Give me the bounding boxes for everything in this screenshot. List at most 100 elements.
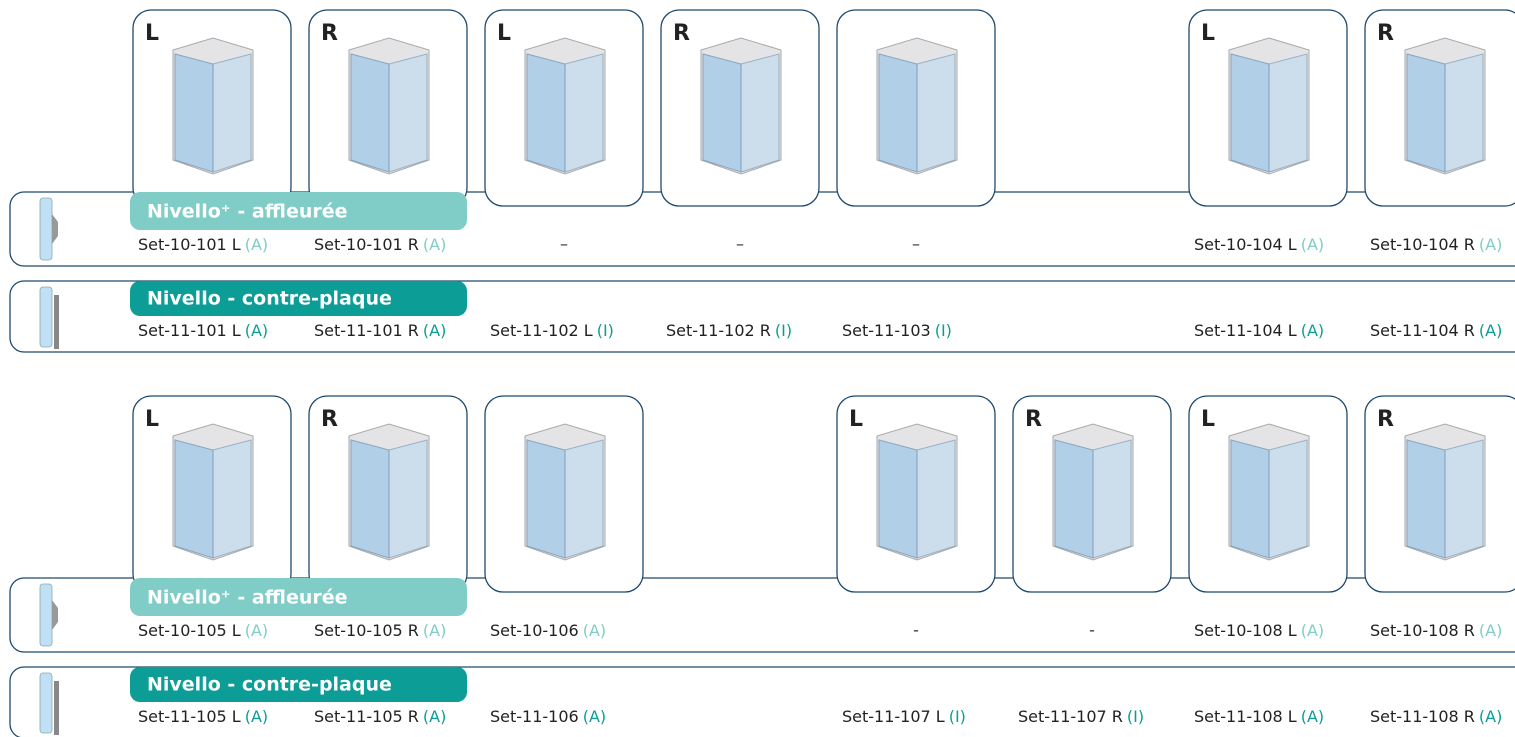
set-code: Set-10-104 L (A) xyxy=(1194,235,1324,254)
set-code: Set-11-107 R (I) xyxy=(1018,707,1144,726)
set-code: Set-10-108 L (A) xyxy=(1194,621,1324,640)
card-letter: L xyxy=(1201,407,1215,432)
set-code: Set-11-104 R (A) xyxy=(1370,321,1502,340)
band-label-bg xyxy=(130,281,467,316)
band-label-bg xyxy=(130,578,467,616)
shower-glass xyxy=(878,439,918,559)
code: Set-11-101 L xyxy=(138,321,241,340)
code: Set-10-105 R xyxy=(314,621,419,640)
shower-glass xyxy=(526,439,566,559)
band-label: Nivello - contre-plaque xyxy=(147,674,392,696)
set-code: Set-11-106 (A) xyxy=(490,707,606,726)
shower-glass xyxy=(1230,439,1270,559)
shower-glass xyxy=(1054,439,1094,559)
code: Set-11-103 xyxy=(842,321,931,340)
card-letter: L xyxy=(497,21,511,46)
shower-glass xyxy=(1406,53,1446,173)
code-tag: (A) xyxy=(583,707,606,726)
shower-glass xyxy=(212,53,252,173)
code-tag: (A) xyxy=(1301,235,1324,254)
shower-glass xyxy=(212,439,252,559)
shower-glass xyxy=(350,53,390,173)
card-letter: R xyxy=(1377,21,1394,46)
set-code: Set-10-104 R (A) xyxy=(1370,235,1502,254)
card-letter: L xyxy=(145,407,159,432)
shower-glass xyxy=(1444,439,1484,559)
code-dash: - xyxy=(913,621,919,640)
code: Set-11-105 R xyxy=(314,707,419,726)
code-tag: (A) xyxy=(1301,707,1324,726)
shower-glass xyxy=(916,439,956,559)
set-code: Set-11-102 R (I) xyxy=(666,321,792,340)
code-tag: (I) xyxy=(949,707,966,726)
card-letter: L xyxy=(849,407,863,432)
shower-glass xyxy=(740,53,780,173)
set-code: Set-10-101 L (A) xyxy=(138,235,268,254)
code: Set-10-108 R xyxy=(1370,621,1475,640)
shower-glass xyxy=(350,439,390,559)
shower-glass xyxy=(174,53,214,173)
shower-glass xyxy=(388,53,428,173)
code-tag: (A) xyxy=(423,235,446,254)
code-tag: (A) xyxy=(245,321,268,340)
code-dash: – xyxy=(912,235,920,254)
shower-glass xyxy=(388,439,428,559)
card-letter: L xyxy=(1201,21,1215,46)
code: Set-10-106 xyxy=(490,621,579,640)
card-letter: R xyxy=(673,21,690,46)
band-label: Nivello⁺ - affleurée xyxy=(147,201,348,223)
shower-glass xyxy=(916,53,956,173)
set-code: Set-10-105 L (A) xyxy=(138,621,268,640)
shower-glass xyxy=(174,439,214,559)
code-tag: (A) xyxy=(1479,621,1502,640)
code-tag: (I) xyxy=(775,321,792,340)
set-code: Set-11-108 L (A) xyxy=(1194,707,1324,726)
shower-glass xyxy=(1092,439,1132,559)
code: Set-11-108 R xyxy=(1370,707,1475,726)
code-dash: – xyxy=(736,235,744,254)
band-label: Nivello - contre-plaque xyxy=(147,288,392,310)
code-tag: (A) xyxy=(245,235,268,254)
code-tag: (A) xyxy=(1301,321,1324,340)
code: Set-10-101 L xyxy=(138,235,241,254)
band-label-bg xyxy=(130,192,467,230)
shower-glass xyxy=(564,439,604,559)
profile-icon xyxy=(52,214,58,244)
code-dash: – xyxy=(560,235,568,254)
shower-glass xyxy=(564,53,604,173)
code-tag: (A) xyxy=(583,621,606,640)
code-tag: (A) xyxy=(423,621,446,640)
profile-icon xyxy=(39,197,53,261)
code: Set-10-105 L xyxy=(138,621,241,640)
code-tag: (A) xyxy=(245,621,268,640)
shower-glass xyxy=(526,53,566,173)
set-code: Set-11-108 R (A) xyxy=(1370,707,1502,726)
profile-icon xyxy=(39,583,53,647)
code-tag: (A) xyxy=(1301,621,1324,640)
code-tag: (A) xyxy=(245,707,268,726)
card-letter: R xyxy=(1025,407,1042,432)
set-code: Set-11-102 L (I) xyxy=(490,321,614,340)
code-tag: (A) xyxy=(423,707,446,726)
code: Set-11-102 L xyxy=(490,321,593,340)
card-letter: L xyxy=(145,21,159,46)
shower-glass xyxy=(1268,439,1308,559)
code-tag: (A) xyxy=(423,321,446,340)
card-letter: R xyxy=(321,21,338,46)
set-code: Set-10-101 R (A) xyxy=(314,235,446,254)
code: Set-11-105 L xyxy=(138,707,241,726)
code: Set-11-106 xyxy=(490,707,579,726)
profile-icon xyxy=(54,681,59,735)
code-tag: (I) xyxy=(935,321,952,340)
set-code: Set-11-103 (I) xyxy=(842,321,952,340)
code: Set-11-107 R xyxy=(1018,707,1123,726)
set-code: Set-10-106 (A) xyxy=(490,621,606,640)
set-code: Set-11-105 L (A) xyxy=(138,707,268,726)
shower-glass xyxy=(1406,439,1446,559)
code: Set-11-107 L xyxy=(842,707,945,726)
code: Set-11-101 R xyxy=(314,321,419,340)
code-tag: (I) xyxy=(597,321,614,340)
band-label-bg xyxy=(130,667,467,702)
set-code: Set-10-108 R (A) xyxy=(1370,621,1502,640)
